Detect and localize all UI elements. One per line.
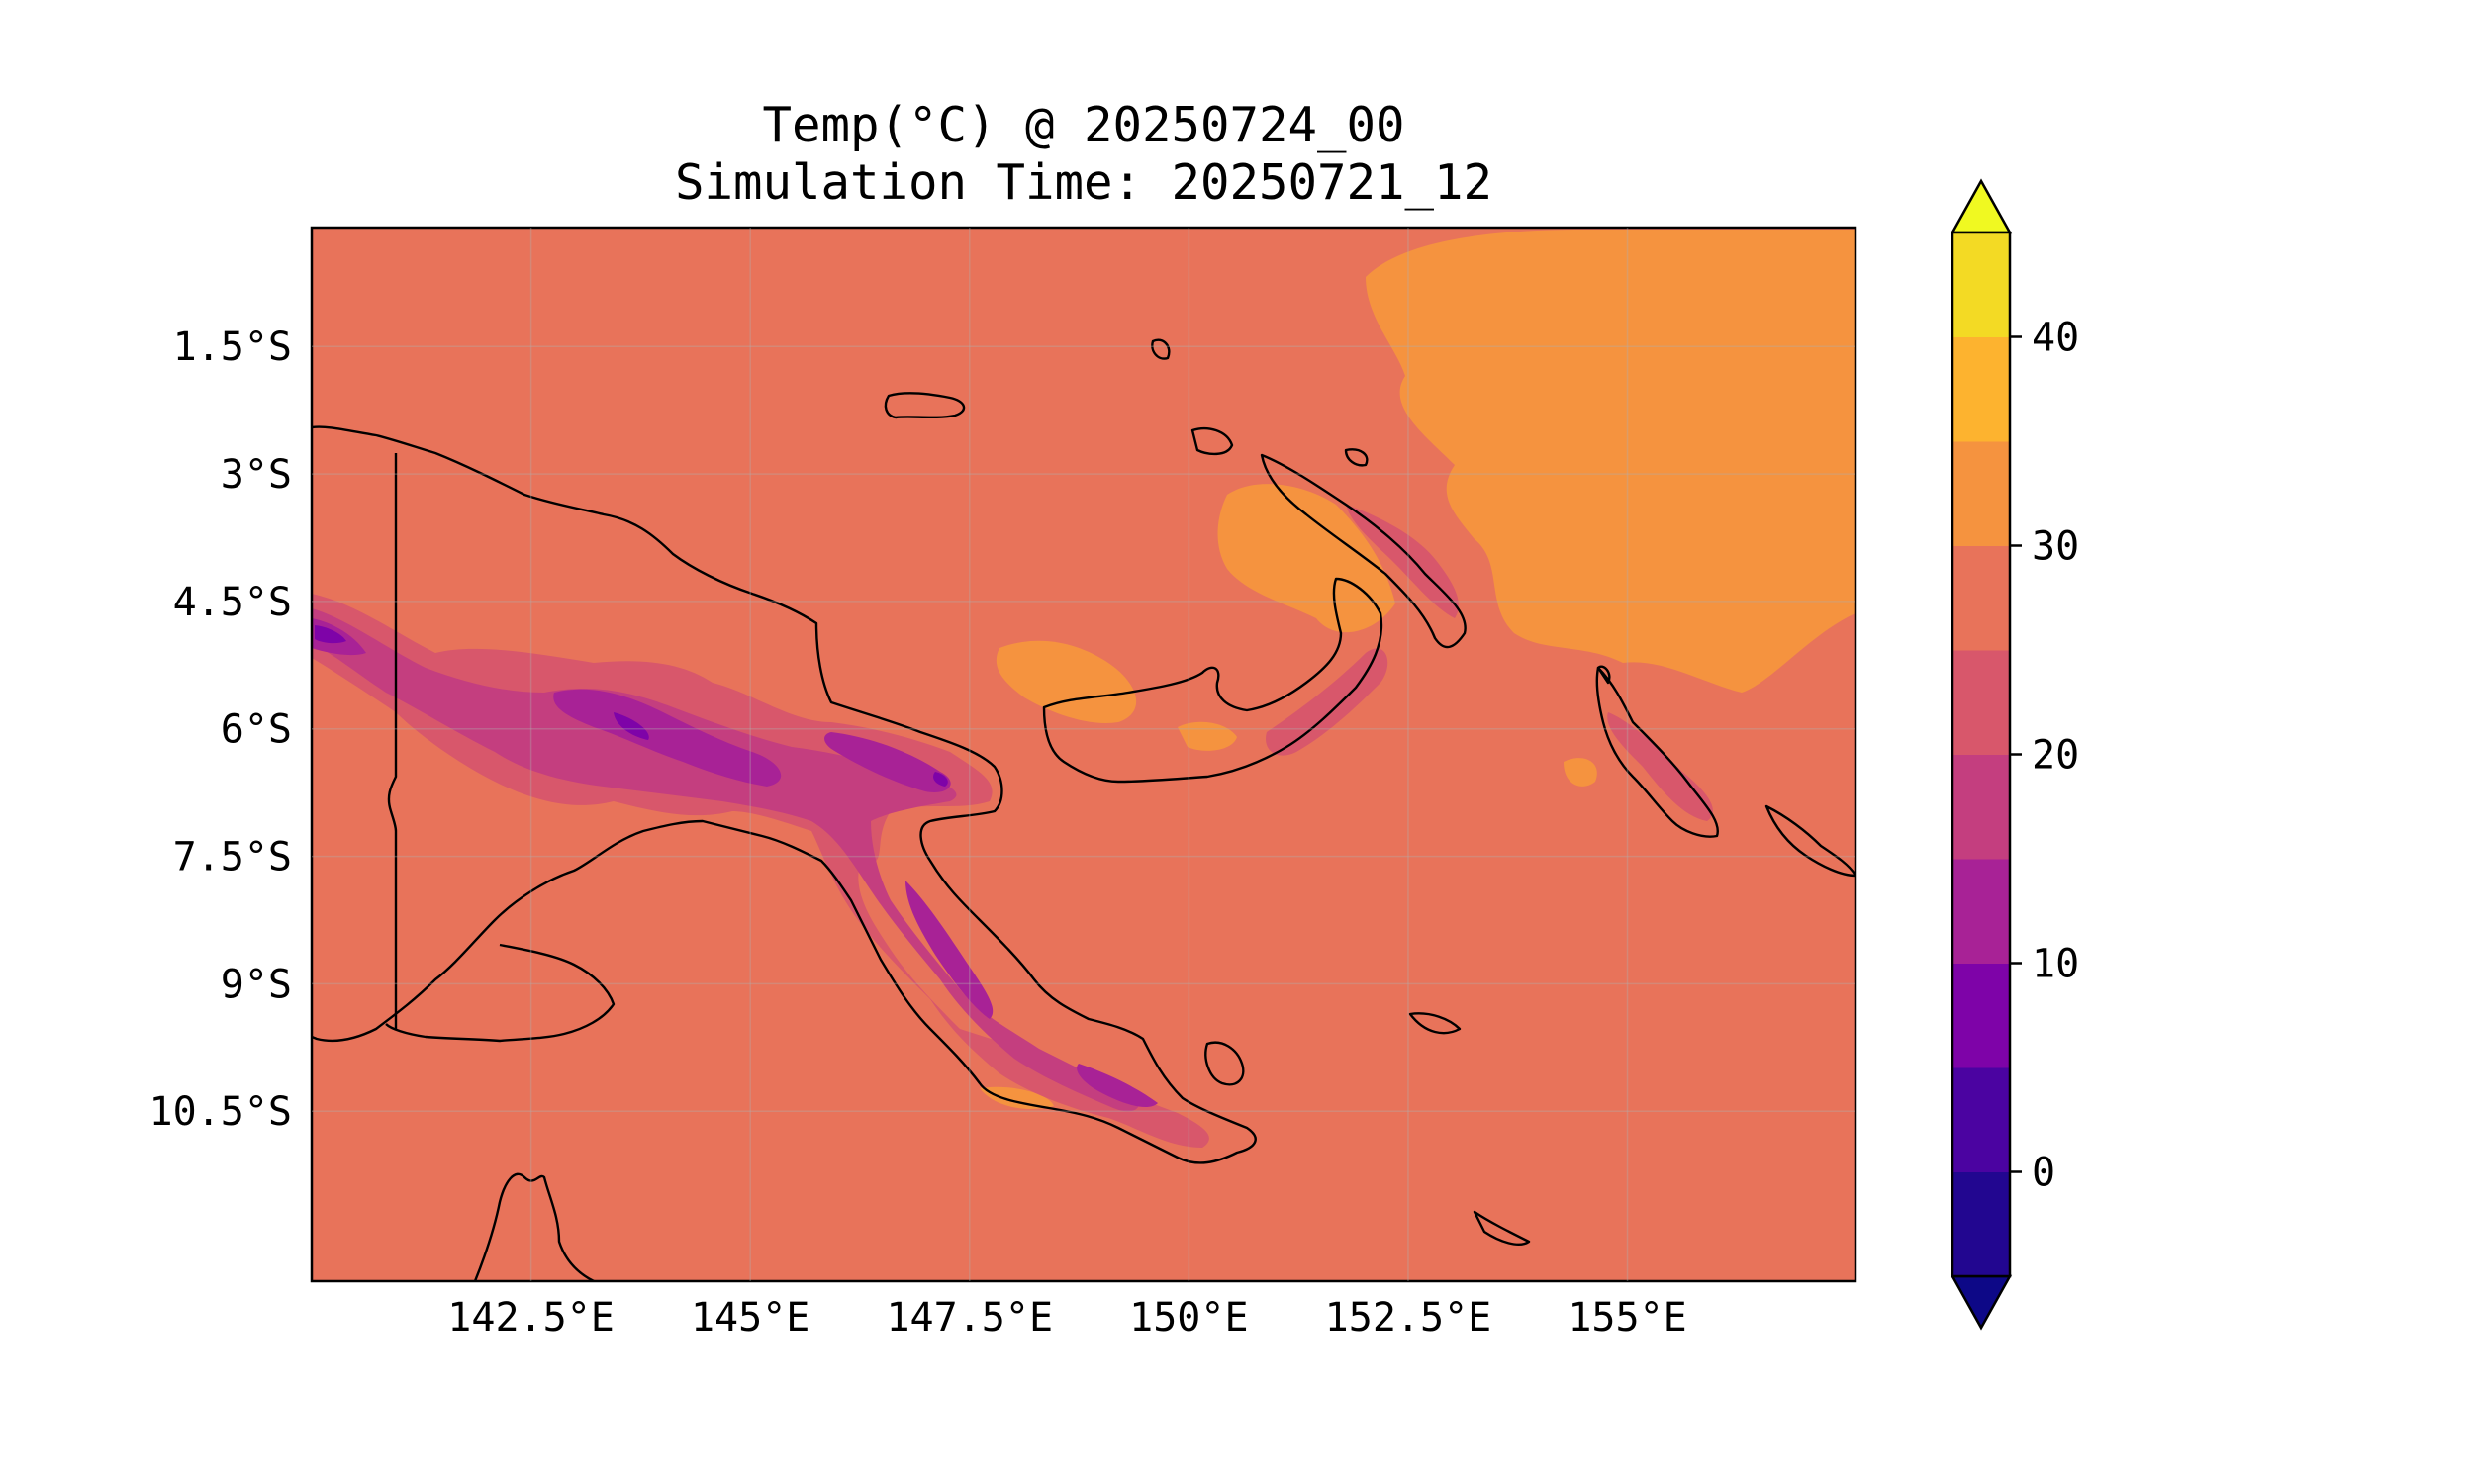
colorbar-segment <box>1952 859 2010 964</box>
colorbar-tick-label: 10 <box>2032 942 2079 987</box>
latitude-tick-label: 3°S <box>221 452 292 498</box>
longitude-tick-label: 142.5°E <box>447 1295 615 1341</box>
longitude-tick-label: 147.5°E <box>886 1295 1053 1341</box>
colorbar-segment <box>1952 232 2010 337</box>
longitude-tick-label: 152.5°E <box>1325 1295 1492 1341</box>
contour-cold-core-central <box>553 689 782 787</box>
colorbar-segment <box>1952 545 2010 651</box>
colorbar-tick-label: 40 <box>2032 316 2079 361</box>
latitude-tick-label: 9°S <box>221 962 292 1007</box>
map-subtitle: Simulation Time: 20250721_12 <box>675 154 1492 211</box>
coastline-woodlark <box>1408 1012 1462 1035</box>
contour-cold-core-east <box>824 732 951 792</box>
map-frame <box>310 226 1857 1283</box>
coastline-small-islands <box>1151 338 1611 685</box>
map-title: Temp(°C) @ 20250724_00 <box>762 97 1404 153</box>
coastlines <box>312 338 1856 1281</box>
longitude-ticks: 142.5°E 145°E 147.5°E 150°E 152.5°E 155°E <box>447 228 1687 1341</box>
contour-coldest-west <box>315 625 346 644</box>
temperature-contours <box>312 230 1856 1148</box>
colorbar-segment <box>1952 650 2010 755</box>
contour-warm-northeast <box>1366 230 1856 693</box>
contour-cool-newbritain <box>1266 648 1388 756</box>
contour-warm-patch-2 <box>1564 758 1597 787</box>
contour-cool-bougainville <box>1607 712 1713 821</box>
longitude-tick-label: 150°E <box>1129 1295 1248 1341</box>
colorbar-extend-max <box>1950 178 2013 234</box>
contour-coldest-east <box>933 772 948 787</box>
coastline-bougainville <box>1595 666 1719 838</box>
contour-warm-patch-3 <box>980 1086 1054 1109</box>
colorbar-segment <box>1952 963 2010 1068</box>
map-panel: 142.5°E 145°E 147.5°E 150°E 152.5°E 155°E 1.5… <box>149 226 1857 1341</box>
colorbar-tick-label: 30 <box>2032 524 2079 570</box>
contour-warm-patch-1 <box>1178 721 1237 751</box>
colorbar-segment <box>1952 336 2010 442</box>
coastline-solomons <box>1764 804 1856 878</box>
coastline-dentrecasteaux <box>1204 1041 1245 1086</box>
colorbar-segment <box>1952 1067 2010 1172</box>
coastline-gulf-south <box>385 943 616 1043</box>
colorbar-segment <box>1952 441 2010 546</box>
coastline-louisiade <box>1473 1210 1531 1246</box>
border-indonesia-png <box>387 453 398 1029</box>
colorbar-tick-label: 20 <box>2032 733 2079 779</box>
longitude-tick-label: 145°E <box>691 1295 809 1341</box>
colorbar-extend-min <box>1950 1274 2013 1331</box>
latitude-tick-label: 10.5°S <box>149 1089 293 1135</box>
contour-colder-highlands <box>312 608 1139 1112</box>
coastline-new-ireland <box>1260 453 1467 649</box>
coastline-manus <box>884 392 966 419</box>
colorbar-segment <box>1952 754 2010 860</box>
latitude-tick-label: 1.5°S <box>173 325 292 370</box>
contour-cold-core-southeast <box>1077 1064 1158 1108</box>
colorbar-segment <box>1952 1171 2010 1277</box>
colorbar-tick-label: 0 <box>2032 1151 2055 1196</box>
contour-warm-huon <box>996 640 1137 723</box>
contour-cool-newireland <box>1346 505 1459 618</box>
latitude-ticks: 1.5°S 3°S 4.5°S 6°S 7.5°S 9°S 10.5°S <box>149 325 1856 1135</box>
contour-cold-core-south <box>905 881 994 1019</box>
longitude-tick-label: 155°E <box>1568 1295 1686 1341</box>
latitude-tick-label: 7.5°S <box>173 835 292 881</box>
contour-coldest-central <box>614 712 649 740</box>
coastline-new-guinea <box>312 425 1257 1164</box>
coastline-new-britain <box>1042 577 1383 784</box>
coastline-australia-capeyork <box>473 1172 595 1281</box>
latitude-tick-label: 4.5°S <box>173 580 292 625</box>
colorbar: 0 10 20 30 40 <box>1950 178 2079 1331</box>
contour-warm-newbritain <box>1217 484 1395 633</box>
latitude-tick-label: 6°S <box>221 707 292 753</box>
